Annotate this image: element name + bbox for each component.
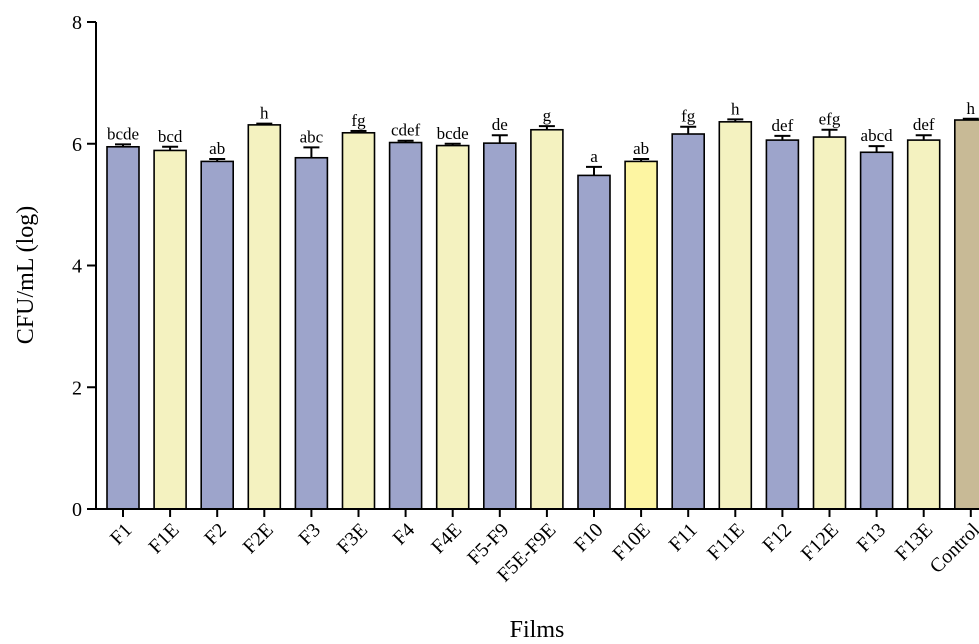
- bar: [718, 121, 753, 510]
- bar: [200, 160, 234, 510]
- bar: [153, 149, 187, 510]
- y-tick-label: 0: [72, 499, 82, 521]
- significance-label: g: [543, 106, 552, 125]
- significance-label: def: [913, 115, 935, 134]
- x-tick-label: F2: [200, 519, 230, 549]
- significance-label: abc: [300, 127, 324, 146]
- significance-label: bcd: [158, 127, 183, 146]
- significance-label: a: [590, 147, 598, 166]
- y-tick-label: 6: [72, 134, 82, 156]
- x-tick-label: F11: [665, 519, 702, 556]
- y-axis: 0 2 4 6 8: [72, 12, 97, 521]
- bar: [859, 151, 894, 510]
- x-tick-label: F1: [106, 519, 136, 549]
- bar: [435, 144, 470, 510]
- bar: [812, 136, 847, 510]
- bar: [341, 131, 376, 510]
- x-tick-label: F10E: [608, 519, 654, 565]
- significance-label: h: [967, 99, 976, 118]
- bar: [388, 141, 423, 510]
- significance-label: abcd: [861, 126, 894, 145]
- bar: [247, 124, 282, 510]
- x-tick-label: F4: [389, 519, 419, 549]
- bar: [294, 156, 329, 510]
- significance-label: efg: [819, 110, 841, 129]
- bar: [577, 174, 611, 510]
- bar: [106, 145, 140, 510]
- bar: [624, 160, 658, 510]
- y-tick-label: 8: [72, 12, 82, 34]
- significance-label: ab: [209, 139, 225, 158]
- x-tick-label: F3E: [333, 519, 372, 558]
- significance-label: bcde: [437, 124, 469, 143]
- significance-label: fg: [681, 107, 696, 126]
- y-tick-label: 2: [72, 377, 82, 399]
- bar: [953, 119, 979, 510]
- x-axis-title: Films: [510, 617, 565, 643]
- y-axis-title: CFU/mL (log): [13, 206, 39, 344]
- x-tick-label: F3: [294, 519, 324, 549]
- x-tick-label: F4E: [427, 519, 466, 558]
- significance-label: bcde: [107, 124, 139, 143]
- bar: [671, 133, 706, 510]
- bar: [530, 128, 564, 510]
- significance-label: h: [260, 104, 269, 123]
- x-tick-label: F1E: [145, 519, 184, 558]
- bar: [906, 139, 941, 510]
- x-tick-label: F2E: [239, 519, 278, 558]
- significance-label: def: [772, 116, 794, 135]
- significance-label: h: [731, 99, 740, 118]
- significance-label: cdef: [391, 121, 421, 140]
- x-tick-label: F11E: [703, 519, 749, 565]
- y-tick-label: 4: [72, 256, 82, 278]
- significance-label: ab: [633, 139, 649, 158]
- x-tick-label: F12: [758, 519, 796, 557]
- significance-label: de: [492, 115, 508, 134]
- x-tick-label: F12E: [797, 519, 843, 565]
- bar: [482, 142, 517, 510]
- x-tick-label: F10: [570, 519, 608, 557]
- x-tick-label: Control: [926, 519, 979, 578]
- significance-label: fg: [351, 111, 366, 130]
- x-tick-label: F13: [853, 519, 891, 557]
- bar: [765, 139, 800, 510]
